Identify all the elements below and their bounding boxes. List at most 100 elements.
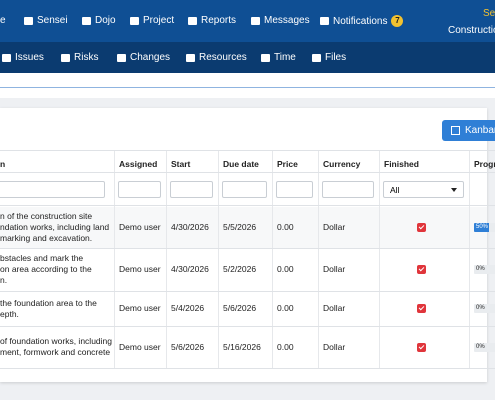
subnav-item[interactable]: Resources — [186, 52, 247, 63]
column-header: Due date — [223, 159, 259, 169]
task-description: of foundation works, including — [0, 336, 112, 346]
finished-checkbox[interactable] — [417, 304, 426, 313]
subnav-item[interactable]: Files — [312, 52, 346, 63]
nav-icon — [320, 17, 329, 25]
nav-label: Issues — [15, 52, 44, 63]
cell-start: 5/6/2026 — [171, 341, 205, 352]
user-name: Se — [483, 8, 495, 19]
nav-label: Time — [274, 52, 296, 63]
filter-select[interactable]: All — [383, 181, 464, 198]
row-highlight — [0, 207, 487, 248]
nav-icon — [61, 53, 70, 62]
nav-label: Reports — [201, 15, 237, 26]
cell-currency: Dollar — [323, 303, 346, 313]
nav-icon — [188, 16, 197, 25]
task-description: ndation works, including land — [0, 222, 110, 232]
nav-icon — [82, 16, 91, 25]
row-divider — [0, 368, 495, 369]
column-header: n — [0, 159, 6, 169]
cell-price: 0.00 — [277, 222, 294, 232]
top-nav: Se Construction e Sensei Dojo Project Report… — [0, 0, 495, 42]
subnav-item[interactable]: Issues — [2, 52, 44, 63]
subnav-item[interactable]: Risks — [61, 52, 98, 63]
filter-input[interactable] — [322, 181, 374, 198]
cell-due: 5/16/2026 — [223, 341, 261, 352]
nav-icon — [130, 16, 139, 25]
nav-label: Notifications — [333, 15, 388, 27]
progress-label: 0% — [476, 305, 485, 311]
nav-item[interactable]: Messages — [251, 15, 310, 26]
filter-input[interactable] — [222, 181, 267, 198]
nav-item[interactable]: Project — [130, 15, 174, 26]
nav-label: Dojo — [95, 15, 116, 26]
cell-assigned: Demo user — [119, 264, 161, 274]
nav-label: Files — [325, 52, 347, 63]
column-divider — [166, 150, 167, 369]
select-value: All — [390, 185, 400, 195]
subnav-item[interactable]: Time — [261, 52, 296, 63]
column-header: Assigned — [119, 159, 158, 169]
nav-label: Project — [143, 15, 175, 26]
cell-assigned: Demo user — [119, 222, 161, 232]
sub-nav: Issues Risks Changes Resources Time Files — [0, 42, 495, 73]
finished-checkbox[interactable] — [417, 223, 426, 232]
progress-label: 0% — [476, 266, 485, 272]
column-divider — [114, 150, 115, 369]
task-description: ment, formwork and concrete — [0, 347, 111, 357]
finished-checkbox[interactable] — [417, 342, 426, 352]
nav-label: Messages — [264, 15, 310, 26]
column-divider — [469, 150, 470, 369]
column-divider — [379, 150, 380, 369]
cell-start: 4/30/2026 — [171, 222, 209, 232]
cell-currency: Dollar — [323, 222, 346, 232]
task-description: marking and excavation. — [0, 233, 93, 243]
row-divider — [0, 150, 495, 151]
cell-price: 0.00 — [277, 264, 294, 274]
column-header: Currency — [323, 159, 361, 169]
task-description: n of the construction site — [0, 211, 93, 221]
cell-price: 0.00 — [277, 303, 294, 313]
nav-icon — [117, 53, 126, 62]
nav-label: Sensei — [37, 15, 68, 26]
row-divider — [0, 205, 495, 206]
nav-item[interactable]: Notifications 7 — [320, 15, 404, 27]
filter-input[interactable] — [0, 181, 105, 198]
column-divider — [218, 150, 219, 369]
nav-icon — [2, 53, 11, 62]
org-name: Construction — [448, 25, 495, 36]
nav-label: Changes — [130, 52, 171, 63]
nav-icon — [251, 16, 260, 25]
row-divider — [0, 172, 495, 173]
finished-checkbox[interactable] — [417, 265, 426, 274]
nav-item[interactable]: Reports — [188, 15, 236, 26]
column-header: Progre — [474, 159, 495, 169]
progress-bar: 0% — [474, 342, 495, 352]
cell-currency: Dollar — [323, 264, 346, 274]
task-description: epth. — [0, 308, 19, 319]
cell-due: 5/5/2026 — [223, 222, 257, 232]
cell-assigned: Demo user — [119, 303, 161, 313]
filter-input[interactable] — [276, 181, 313, 198]
divider — [0, 87, 495, 88]
filter-input[interactable] — [170, 181, 213, 198]
nav-label: e — [0, 15, 6, 26]
column-header: Start — [171, 159, 191, 169]
nav-item[interactable]: e — [0, 15, 6, 26]
column-divider — [318, 150, 319, 369]
notification-badge: 7 — [391, 15, 404, 27]
progress-label: 0% — [476, 343, 485, 350]
nav-icon — [261, 53, 270, 62]
nav-label: Resources — [199, 52, 247, 63]
task-description: n. — [0, 275, 8, 285]
task-description: bstacles and mark the — [0, 253, 84, 263]
cell-assigned: Demo user — [119, 341, 161, 352]
cell-start: 4/30/2026 — [171, 264, 209, 274]
filter-input[interactable] — [118, 181, 161, 198]
nav-item[interactable]: Dojo — [82, 15, 116, 26]
subnav-item[interactable]: Changes — [117, 52, 170, 63]
cell-due: 5/2/2026 — [223, 264, 257, 274]
progress-bar: 50% — [474, 223, 495, 232]
nav-item[interactable]: Sensei — [24, 15, 68, 26]
